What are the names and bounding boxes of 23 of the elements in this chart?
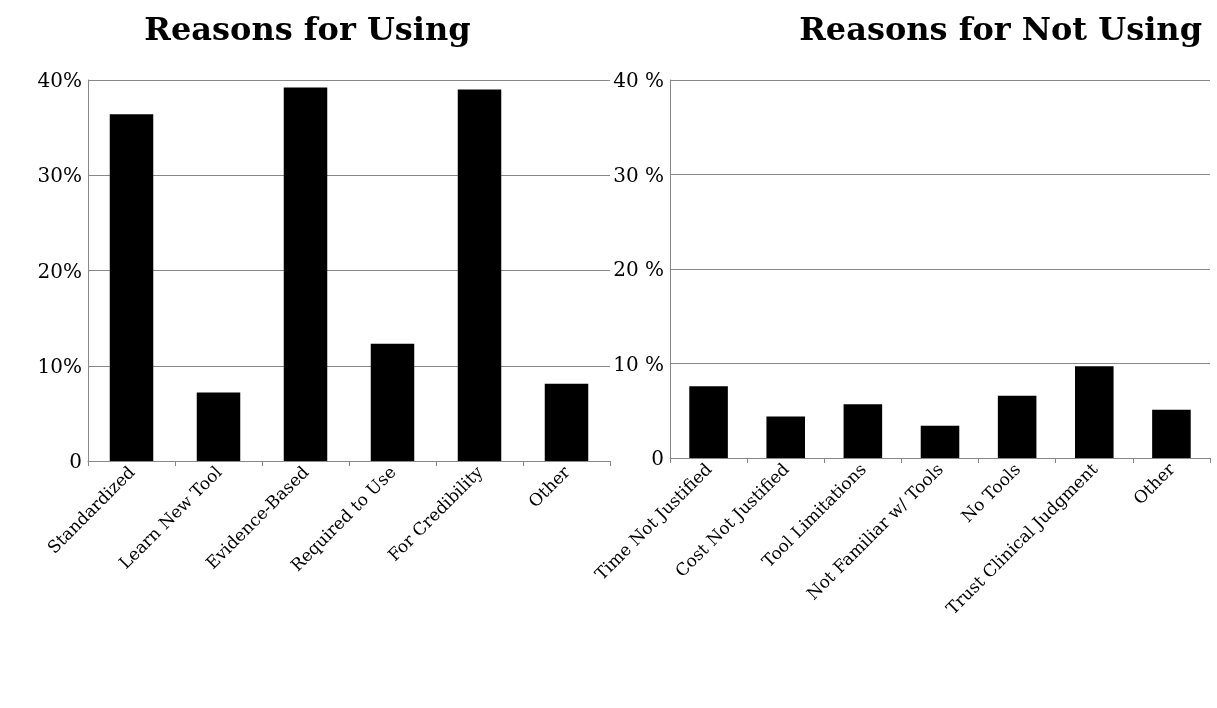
bar <box>920 425 960 458</box>
y-tick-label: 30 % <box>613 162 664 187</box>
bar <box>196 392 241 461</box>
bar <box>1152 409 1191 458</box>
bar <box>370 343 415 461</box>
y-tick-label: 30% <box>37 163 82 188</box>
bar <box>109 114 154 461</box>
y-tick-label: 20% <box>37 258 82 283</box>
y-tick-label: 10 % <box>613 351 664 376</box>
y-tick-label: 40 % <box>613 68 664 92</box>
bar <box>544 383 589 461</box>
bar <box>1075 366 1114 458</box>
bar <box>766 416 805 458</box>
y-tick-label: 10% <box>37 353 82 378</box>
y-tick-label: 20 % <box>613 257 664 281</box>
y-tick-label: 40% <box>37 68 82 92</box>
bar <box>997 395 1037 458</box>
bar <box>689 386 728 458</box>
bar <box>457 89 502 461</box>
bar <box>843 404 883 458</box>
bar <box>283 87 328 461</box>
chart-title: Reasons for Using <box>144 10 471 48</box>
chart-title: Reasons for Not Using <box>799 10 1202 48</box>
